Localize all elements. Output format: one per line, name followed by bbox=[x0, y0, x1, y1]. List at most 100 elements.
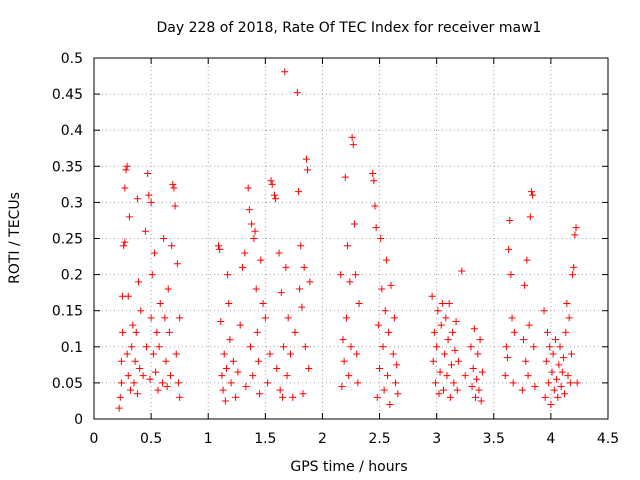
data-point bbox=[509, 379, 517, 387]
data-point bbox=[286, 350, 294, 358]
data-point bbox=[151, 249, 159, 257]
data-point bbox=[224, 271, 232, 279]
data-point bbox=[249, 372, 257, 380]
data-point bbox=[306, 278, 314, 286]
data-point bbox=[392, 379, 400, 387]
x-tick-label: 3.5 bbox=[483, 431, 505, 447]
data-point bbox=[531, 383, 539, 391]
data-point bbox=[120, 242, 128, 250]
data-point bbox=[472, 393, 480, 401]
data-point bbox=[557, 383, 565, 391]
data-point bbox=[569, 271, 577, 279]
data-point bbox=[256, 390, 264, 398]
data-point bbox=[170, 184, 178, 192]
data-point bbox=[304, 166, 312, 174]
data-point bbox=[478, 368, 486, 376]
data-point bbox=[143, 343, 151, 351]
data-point bbox=[518, 386, 526, 394]
data-point bbox=[293, 89, 301, 97]
data-point bbox=[436, 368, 444, 376]
data-point bbox=[242, 383, 250, 391]
data-point bbox=[119, 328, 127, 336]
data-point bbox=[159, 379, 167, 387]
data-point bbox=[376, 364, 384, 372]
data-point bbox=[551, 336, 559, 344]
data-point bbox=[450, 379, 458, 387]
data-point bbox=[352, 271, 360, 279]
data-point bbox=[382, 256, 390, 264]
x-axis-ticks: 0 0.5 1 1.5 2 2.5 3 3.5 4 4.5 bbox=[90, 58, 619, 447]
data-point bbox=[524, 372, 532, 380]
data-point bbox=[147, 314, 155, 322]
data-point bbox=[131, 357, 139, 365]
data-point bbox=[355, 299, 363, 307]
data-point bbox=[570, 263, 578, 271]
y-tick-label: 0.15 bbox=[52, 304, 83, 320]
data-point bbox=[270, 191, 278, 199]
y-tick-label: 0.5 bbox=[61, 51, 83, 67]
data-point bbox=[278, 393, 286, 401]
data-point bbox=[300, 263, 308, 271]
data-point bbox=[163, 383, 171, 391]
data-point bbox=[128, 343, 136, 351]
data-point bbox=[561, 390, 569, 398]
data-point bbox=[346, 278, 354, 286]
data-point bbox=[301, 343, 309, 351]
y-tick-label: 0 bbox=[74, 412, 83, 428]
data-point bbox=[430, 328, 438, 336]
data-point bbox=[297, 242, 305, 250]
data-point bbox=[116, 393, 124, 401]
data-point bbox=[508, 314, 516, 322]
data-point bbox=[248, 220, 256, 228]
data-point bbox=[291, 328, 299, 336]
data-point bbox=[221, 397, 229, 405]
data-point bbox=[434, 307, 442, 315]
data-point bbox=[341, 173, 349, 181]
data-point bbox=[444, 336, 452, 344]
data-point bbox=[147, 198, 155, 206]
y-tick-label: 0.3 bbox=[61, 195, 83, 211]
data-point bbox=[547, 401, 555, 409]
data-point bbox=[124, 292, 132, 300]
y-axis-ticks: 0 0.05 0.1 0.15 0.2 0.25 0.3 0.35 0.4 0.45 0.5 bbox=[52, 51, 608, 428]
data-point bbox=[337, 271, 345, 279]
data-point bbox=[245, 206, 253, 214]
data-point bbox=[299, 390, 307, 398]
data-point bbox=[275, 249, 283, 257]
data-point bbox=[519, 336, 527, 344]
data-point bbox=[340, 357, 348, 365]
data-point bbox=[386, 401, 394, 409]
data-point bbox=[162, 357, 170, 365]
data-point bbox=[176, 393, 184, 401]
data-point bbox=[254, 357, 262, 365]
y-tick-label: 0.4 bbox=[61, 123, 83, 139]
data-point bbox=[253, 328, 261, 336]
data-point bbox=[156, 299, 164, 307]
data-point bbox=[227, 379, 235, 387]
data-point bbox=[342, 314, 350, 322]
data-point bbox=[155, 343, 163, 351]
data-point bbox=[349, 141, 357, 149]
data-point bbox=[130, 379, 138, 387]
data-point bbox=[369, 170, 377, 178]
data-point bbox=[229, 357, 237, 365]
x-tick-label: 1.5 bbox=[254, 431, 276, 447]
data-point bbox=[442, 314, 450, 322]
data-point bbox=[154, 386, 162, 394]
data-point bbox=[530, 343, 538, 351]
data-point bbox=[501, 372, 509, 380]
x-axis-label: GPS time / hours bbox=[290, 459, 407, 475]
data-point bbox=[277, 289, 285, 297]
y-axis-label: ROTI / TECUs bbox=[7, 192, 23, 284]
data-point bbox=[219, 386, 227, 394]
data-point bbox=[298, 303, 306, 311]
data-point bbox=[133, 195, 141, 203]
data-point bbox=[168, 242, 176, 250]
data-point bbox=[283, 372, 291, 380]
data-point bbox=[394, 390, 402, 398]
data-point bbox=[172, 350, 180, 358]
data-point bbox=[542, 357, 550, 365]
data-point bbox=[545, 379, 553, 387]
data-point bbox=[171, 202, 179, 210]
